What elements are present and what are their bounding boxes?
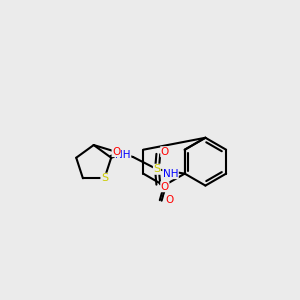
Text: O: O: [112, 147, 120, 157]
Text: O: O: [161, 147, 169, 157]
Text: NH: NH: [163, 169, 178, 178]
Text: O: O: [161, 182, 169, 192]
Text: NH: NH: [115, 150, 131, 160]
Text: S: S: [101, 173, 108, 183]
Text: S: S: [153, 164, 161, 174]
Text: O: O: [165, 195, 173, 205]
